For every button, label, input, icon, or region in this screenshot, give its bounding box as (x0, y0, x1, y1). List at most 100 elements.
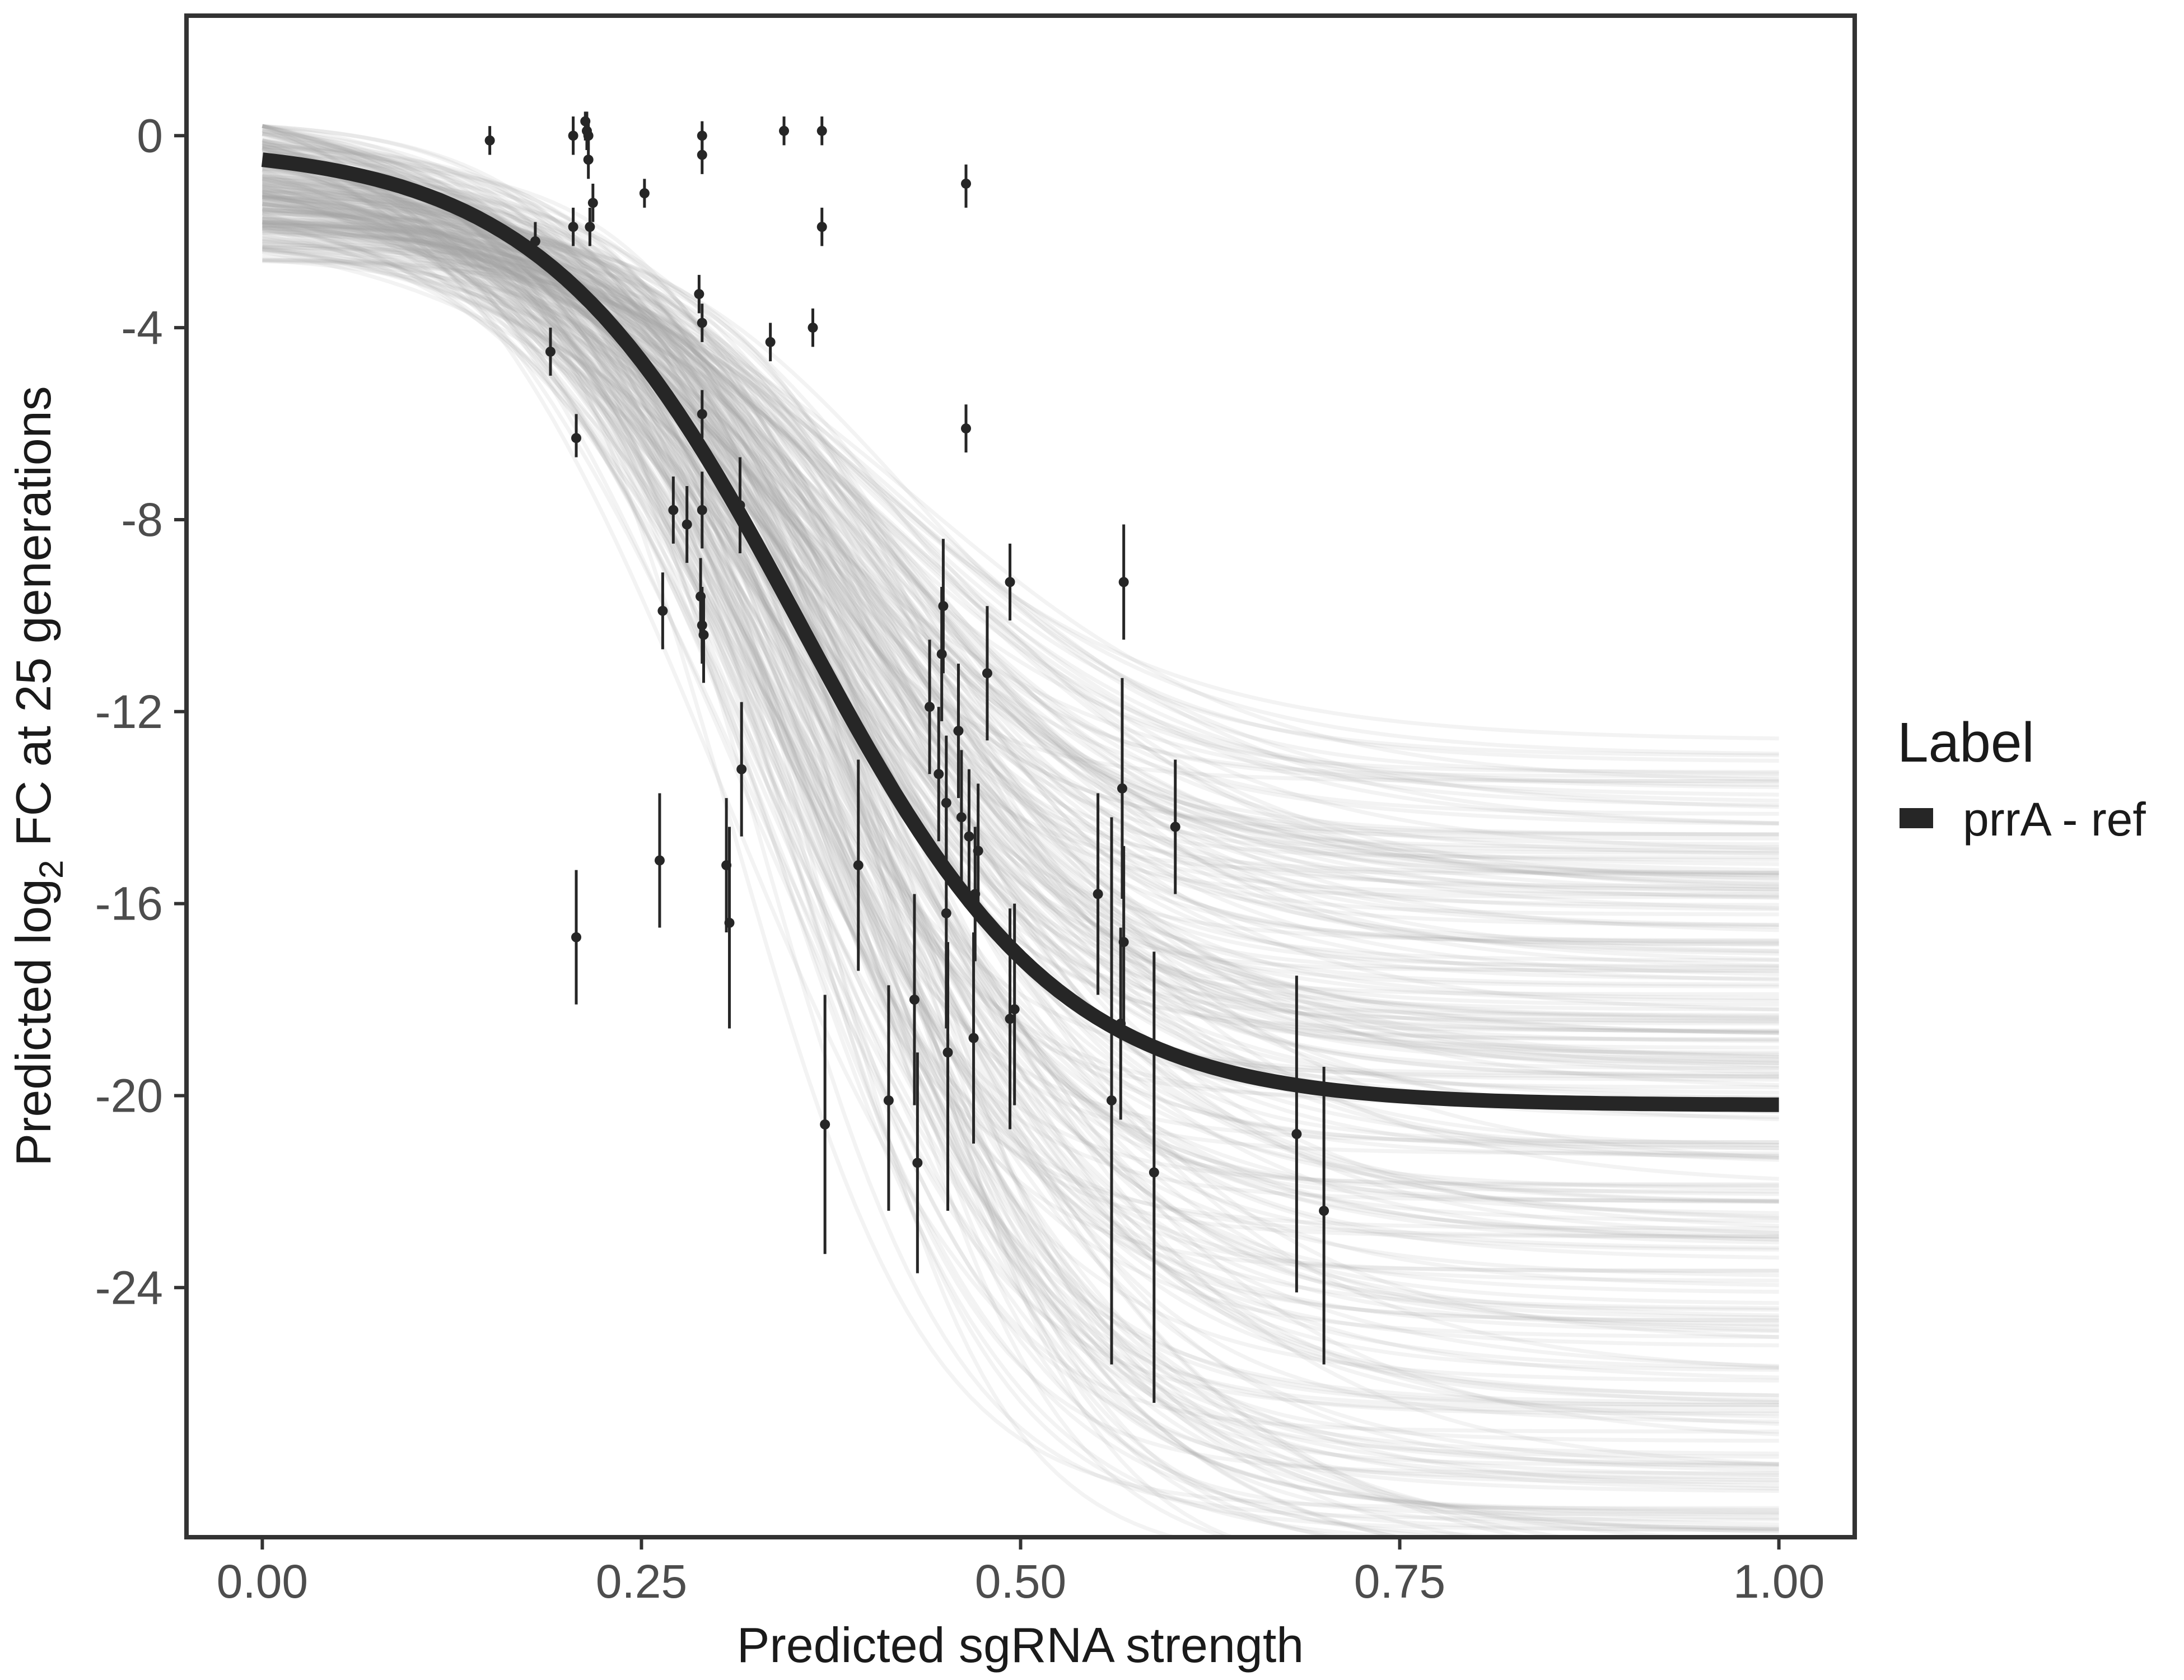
posterior-draw-line (262, 236, 1779, 1055)
posterior-draw-line (262, 195, 1779, 1080)
posterior-draw-line (262, 205, 1779, 1485)
posterior-draw-line (262, 207, 1779, 1050)
posterior-draw-line (262, 220, 1408, 1537)
data-point (982, 668, 992, 679)
posterior-draw-line (262, 249, 1779, 1035)
y-tick-label: -16 (95, 878, 163, 930)
posterior-draw-line (262, 141, 1779, 1151)
data-point (925, 702, 935, 712)
posterior-draw-line (262, 188, 1779, 1079)
posterior-draw-line (262, 144, 1779, 837)
posterior-draw-line (262, 187, 1779, 1252)
data-point (942, 1047, 953, 1058)
data-point (934, 769, 944, 780)
data-point (883, 1095, 894, 1106)
posterior-draw-line (262, 180, 1779, 783)
posterior-draw-line (262, 176, 1779, 1318)
data-point (1009, 1004, 1020, 1015)
posterior-draw-line (262, 220, 1779, 1530)
posterior-draw-line (262, 258, 1779, 1145)
posterior-draw-line (262, 239, 1779, 807)
data-point (912, 1158, 923, 1168)
posterior-draw-line (262, 248, 1779, 1160)
posterior-draw-line (262, 222, 1779, 954)
data-point (587, 198, 598, 208)
data-point (568, 130, 578, 141)
posterior-draw-line (262, 193, 1779, 1020)
posterior-draw-line (262, 236, 1779, 1323)
posterior-draw-line (262, 229, 1779, 981)
data-point (639, 188, 650, 199)
posterior-draw-line (262, 164, 1779, 897)
posterior-draw-line (262, 158, 1779, 1469)
posterior-draw-line (262, 224, 1779, 927)
y-tick-label: -8 (121, 493, 163, 546)
posterior-draw-line (262, 189, 1576, 1537)
data-point (961, 423, 972, 434)
posterior-draw-line (262, 166, 1182, 1537)
posterior-draw-line (262, 155, 1779, 1398)
posterior-draw-line (262, 175, 1779, 1273)
posterior-draw-line (262, 209, 1779, 1204)
posterior-draw-line (262, 186, 1779, 1287)
legend-title: Label (1897, 711, 2034, 774)
x-tick-label: 0.25 (596, 1555, 688, 1608)
data-point (698, 629, 709, 640)
posterior-draw-line (262, 197, 1779, 945)
posterior-draw-line (262, 216, 1779, 1228)
data-point (736, 764, 747, 774)
posterior-draw-line (262, 192, 1779, 982)
posterior-draw-line (262, 133, 1779, 1312)
posterior-draw-line (262, 189, 1779, 973)
posterior-draw-line (262, 185, 1779, 929)
posterior-draw-line (262, 161, 1779, 1459)
posterior-draw-line (262, 181, 1779, 1534)
posterior-draw-line (262, 226, 1779, 886)
posterior-draw-line (262, 146, 1779, 1491)
data-point (1291, 1129, 1302, 1140)
posterior-draw-line (262, 157, 1779, 1238)
posterior-draw-line (262, 245, 1779, 942)
posterior-draw-line (262, 124, 1779, 1482)
y-tick-label: -24 (95, 1261, 163, 1314)
posterior-draw-line (262, 206, 1779, 1147)
posterior-draw-line (262, 178, 1779, 1042)
posterior-draw-line (262, 127, 1779, 1003)
x-tick-label: 1.00 (1733, 1555, 1825, 1608)
posterior-draw-line (262, 137, 1779, 1147)
data-point (735, 500, 745, 511)
posterior-draw-line (262, 143, 1779, 1100)
posterior-draw-line (262, 172, 1779, 1515)
posterior-draw-line (262, 195, 1779, 878)
data-point (968, 1033, 979, 1043)
posterior-draw-line (262, 219, 1779, 763)
posterior-draw-line (262, 258, 1779, 1467)
posterior-draw-line (262, 194, 1779, 1532)
posterior-draw-line (262, 202, 1779, 1305)
posterior-draw-line (262, 128, 1779, 1277)
posterior-draw-line (262, 227, 1535, 1537)
posterior-draw-line (262, 147, 1779, 1035)
posterior-draw-line (262, 221, 1779, 968)
posterior-draw-line (262, 227, 1234, 1537)
data-point (1117, 783, 1127, 794)
legend-label-prrA-ref: prrA - ref (1963, 793, 2146, 846)
posterior-draw-line (262, 241, 1779, 1000)
y-axis-title-subscript: 2 (32, 860, 70, 879)
posterior-draw-line (262, 240, 1779, 1007)
posterior-draw-line (262, 202, 1779, 1088)
data-point (668, 505, 679, 515)
posterior-draw-line (262, 211, 1779, 1062)
posterior-draw-line (262, 258, 1779, 1372)
y-tick-label: -4 (121, 301, 163, 354)
data-point (765, 337, 776, 347)
posterior-draw-line (262, 230, 1779, 953)
posterior-draw-line (262, 138, 1444, 1537)
data-point (808, 323, 818, 333)
posterior-draw-line (262, 184, 1343, 1537)
posterior-draw-line (262, 198, 1779, 1075)
posterior-draw-line (262, 124, 1779, 1333)
posterior-draw-line (262, 202, 1779, 1063)
posterior-draw-line (262, 218, 1779, 977)
data-point (961, 178, 972, 189)
